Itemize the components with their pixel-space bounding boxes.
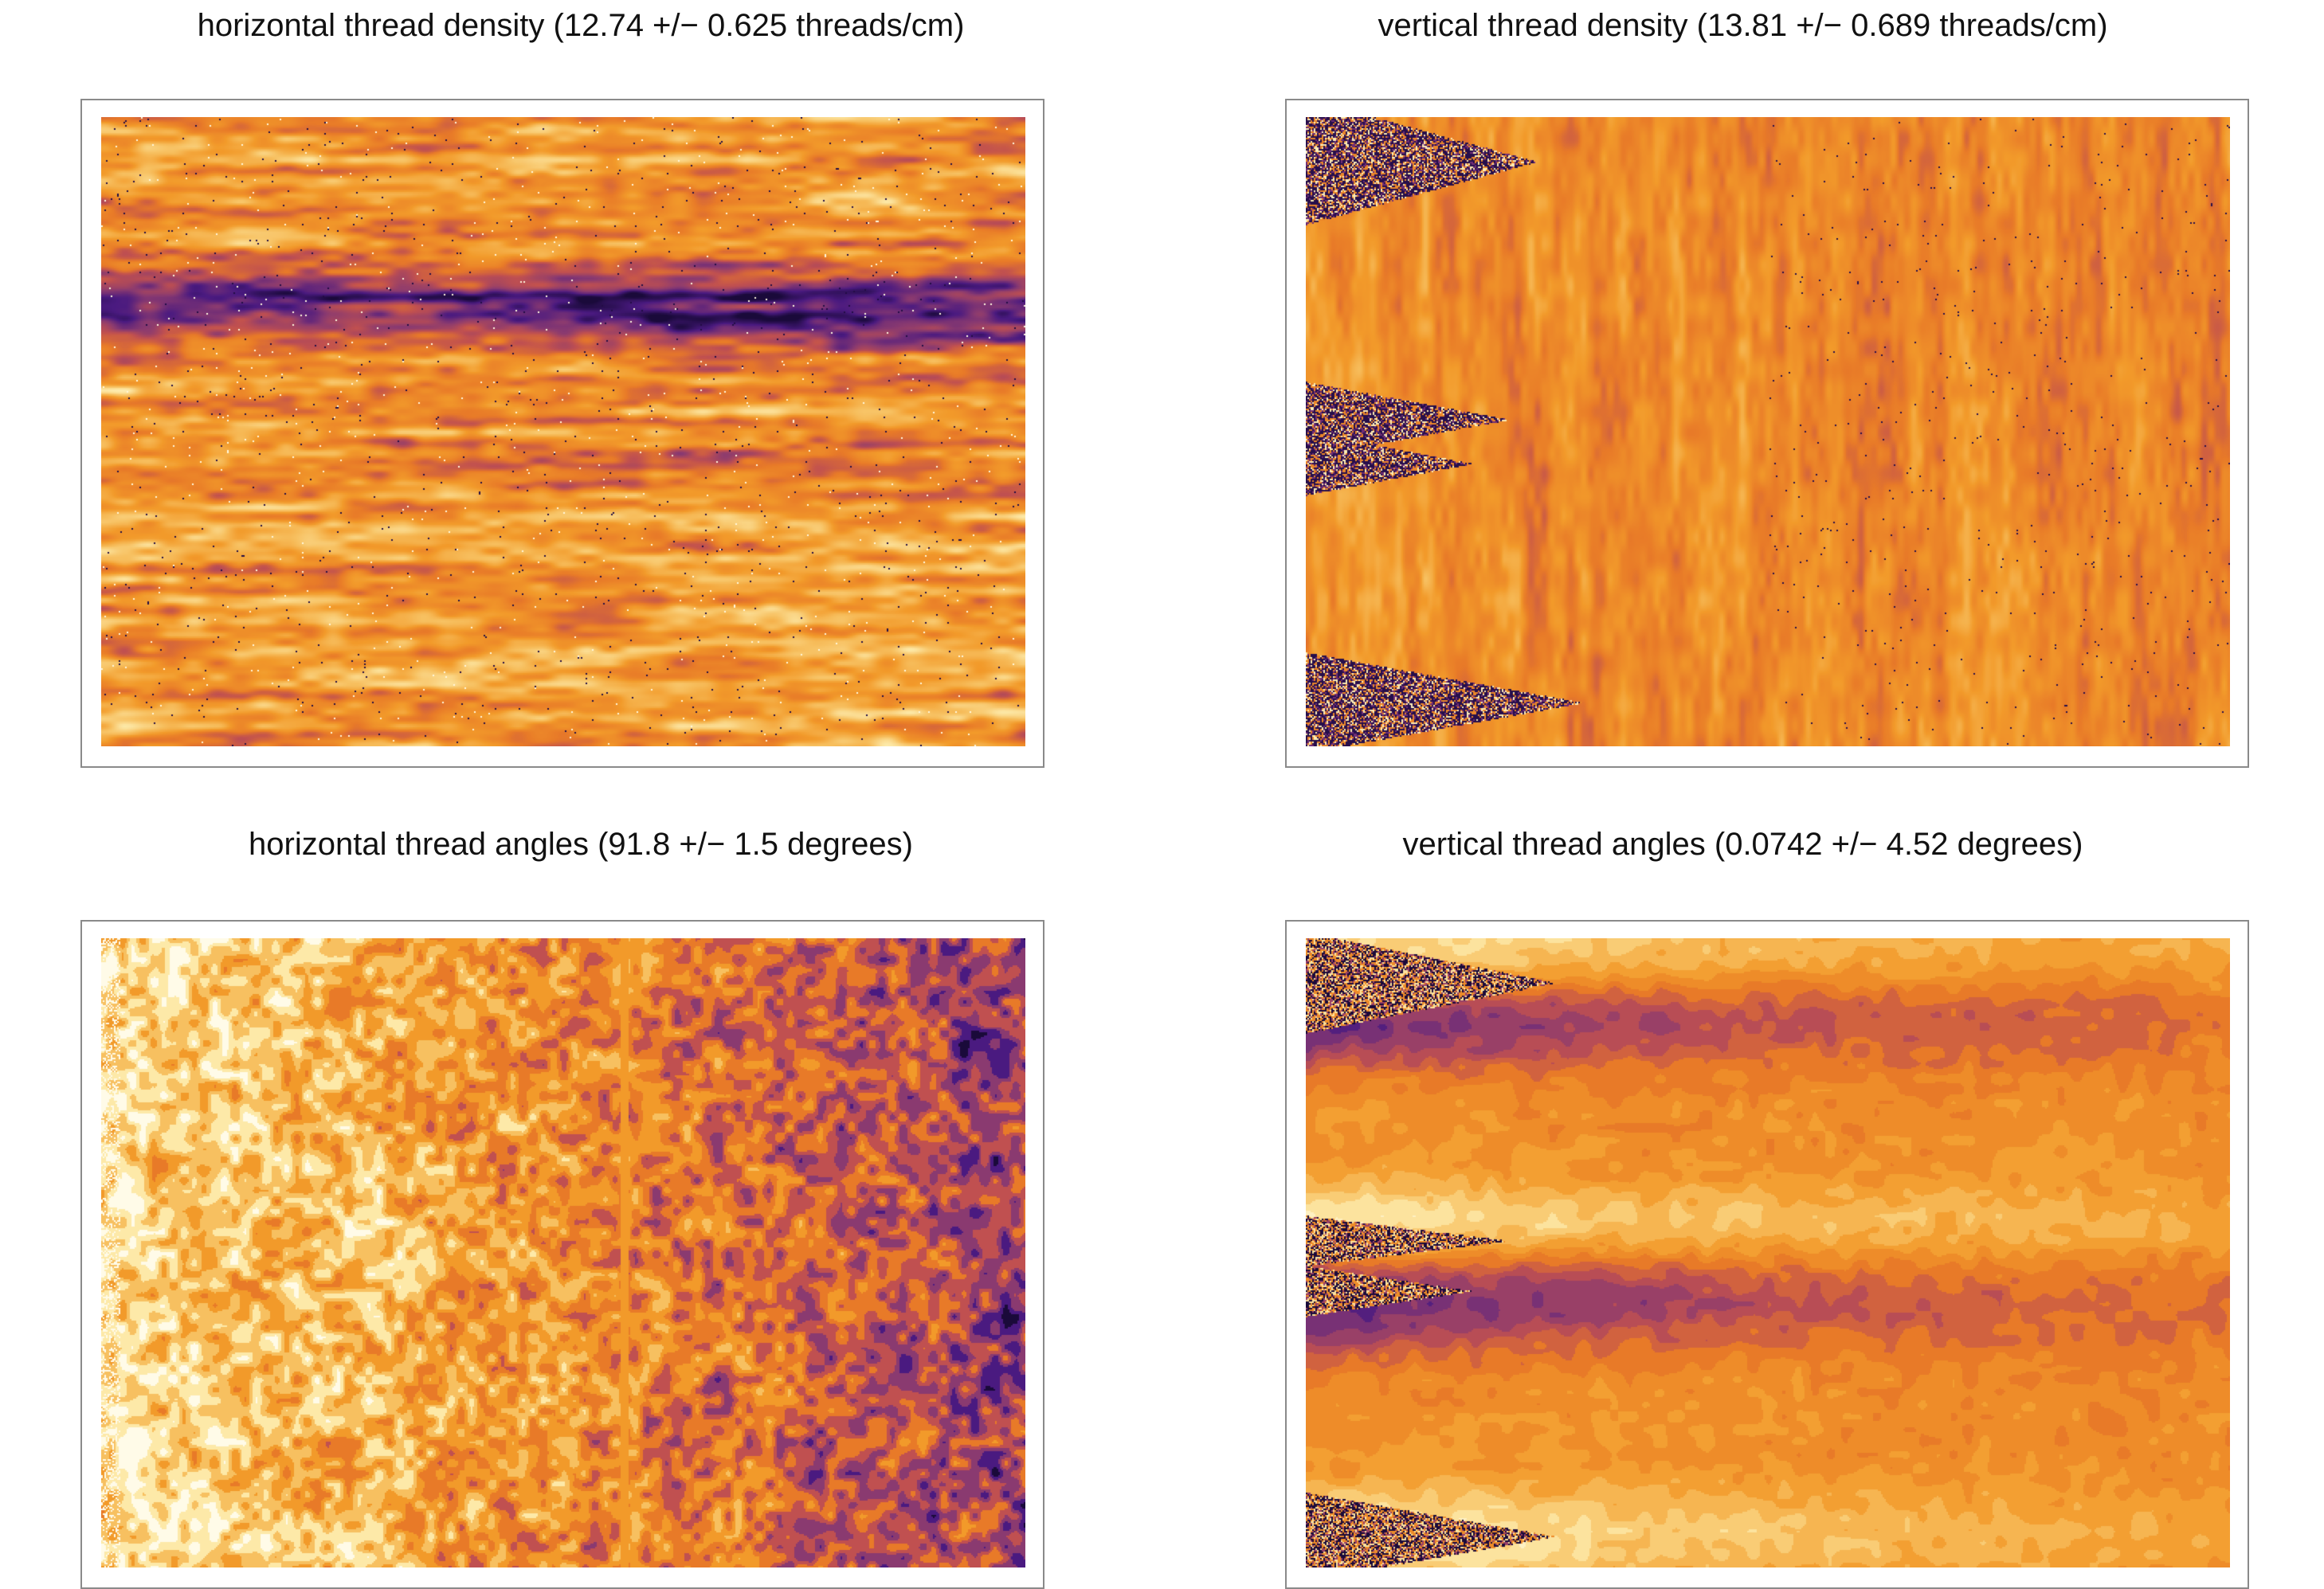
plot-frame [1285, 920, 2249, 1589]
panel-title: vertical thread density (13.81 +/− 0.689… [1378, 8, 2108, 43]
plot-frame [1285, 99, 2249, 768]
panel-vertical-thread-angles: vertical thread angles (0.0742 +/− 4.52 … [1162, 796, 2324, 1589]
panel-horizontal-thread-density: horizontal thread density (12.74 +/− 0.6… [0, 0, 1162, 789]
heatmap-vertical-thread-density [1306, 117, 2230, 746]
heatmap-horizontal-thread-angles [101, 938, 1025, 1567]
plot-frame [80, 920, 1044, 1589]
panel-title: horizontal thread angles (91.8 +/− 1.5 d… [249, 827, 913, 862]
panel-title: horizontal thread density (12.74 +/− 0.6… [197, 8, 965, 43]
panel-title: vertical thread angles (0.0742 +/− 4.52 … [1402, 827, 2083, 862]
panel-vertical-thread-density: vertical thread density (13.81 +/− 0.689… [1162, 0, 2324, 789]
plot-frame [80, 99, 1044, 768]
panel-horizontal-thread-angles: horizontal thread angles (91.8 +/− 1.5 d… [0, 796, 1162, 1589]
heatmap-vertical-thread-angles [1306, 938, 2230, 1567]
heatmap-horizontal-thread-density [101, 117, 1025, 746]
